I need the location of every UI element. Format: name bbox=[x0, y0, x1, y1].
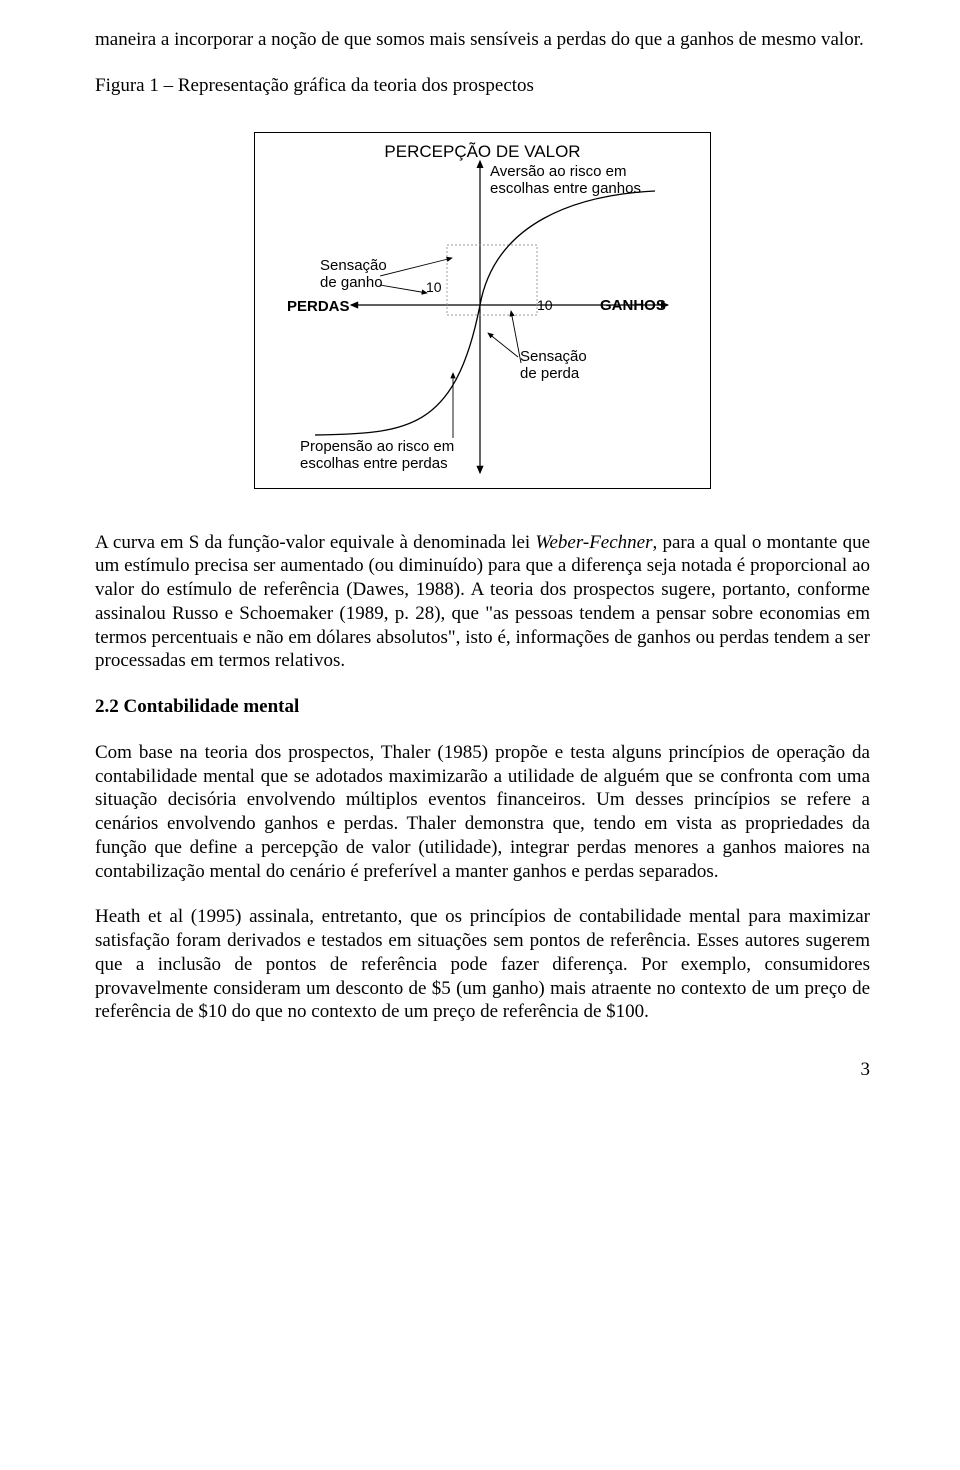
figure-caption: Figura 1 – Representação gráfica da teor… bbox=[95, 74, 870, 98]
arrow-1 bbox=[380, 258, 452, 276]
curve-paragraph: A curva em S da função-valor equivale à … bbox=[95, 531, 870, 674]
arrow-2 bbox=[380, 285, 427, 293]
chart-propension-label: Propensão ao risco emescolhas entre perd… bbox=[300, 438, 454, 473]
chart-loss-sensation-label: Sensaçãode perda bbox=[520, 348, 587, 383]
prospect-theory-chart: PERCEPÇÃO DE VALOR Aversão ao risco emes… bbox=[254, 132, 711, 489]
chart-aversion-label: Aversão ao risco emescolhas entre ganhos bbox=[490, 163, 641, 198]
intro-paragraph: maneira a incorporar a noção de que somo… bbox=[95, 28, 870, 52]
mental-accounting-para-2: Heath et al (1995) assinala, entretanto,… bbox=[95, 905, 870, 1024]
page-number: 3 bbox=[95, 1058, 870, 1082]
chart-ganhos-label: GANHOS bbox=[600, 297, 666, 316]
arrow-3 bbox=[488, 333, 518, 357]
chart-tick-10-x: 10 bbox=[537, 297, 553, 315]
chart-tick-10-y: 10 bbox=[426, 279, 442, 297]
section-2-2-title: 2.2 Contabilidade mental bbox=[95, 695, 870, 719]
weber-fechner-term: Weber-Fechner bbox=[535, 532, 652, 553]
curve-para-pre: A curva em S da função-valor equivale à … bbox=[95, 532, 535, 553]
chart-gain-sensation-label: Sensaçãode ganho bbox=[320, 257, 387, 292]
mental-accounting-para-1: Com base na teoria dos prospectos, Thale… bbox=[95, 741, 870, 884]
chart-perdas-label: PERDAS bbox=[287, 298, 350, 317]
chart-title: PERCEPÇÃO DE VALOR bbox=[255, 141, 710, 162]
